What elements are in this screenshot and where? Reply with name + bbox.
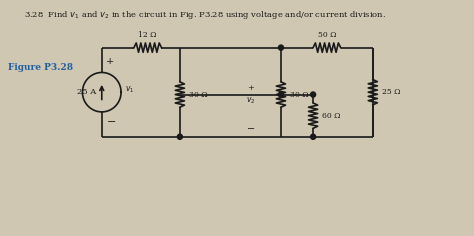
Text: 12 Ω: 12 Ω (138, 31, 157, 39)
Text: +: + (247, 84, 255, 92)
Text: −: − (106, 117, 116, 127)
Circle shape (177, 134, 182, 139)
Text: 50 Ω: 50 Ω (318, 31, 336, 39)
Text: 25 Ω: 25 Ω (382, 88, 401, 96)
Text: −: − (247, 125, 255, 135)
Circle shape (310, 92, 316, 97)
Text: $v_1$: $v_1$ (125, 84, 134, 95)
Text: 25 A: 25 A (77, 88, 96, 96)
Text: 3.28  Find $v_1$ and $v_2$ in the circuit in Fig. P3.28 using voltage and/or cur: 3.28 Find $v_1$ and $v_2$ in the circuit… (24, 9, 386, 21)
Text: $v_2$: $v_2$ (246, 96, 256, 106)
Text: +: + (106, 57, 115, 66)
Circle shape (278, 45, 283, 50)
Text: Figure P3.28: Figure P3.28 (8, 63, 73, 72)
Circle shape (310, 134, 316, 139)
Text: 60 Ω: 60 Ω (322, 112, 341, 120)
Text: 30 Ω: 30 Ω (290, 91, 309, 99)
Text: 30 Ω: 30 Ω (189, 91, 208, 99)
Circle shape (278, 92, 283, 97)
